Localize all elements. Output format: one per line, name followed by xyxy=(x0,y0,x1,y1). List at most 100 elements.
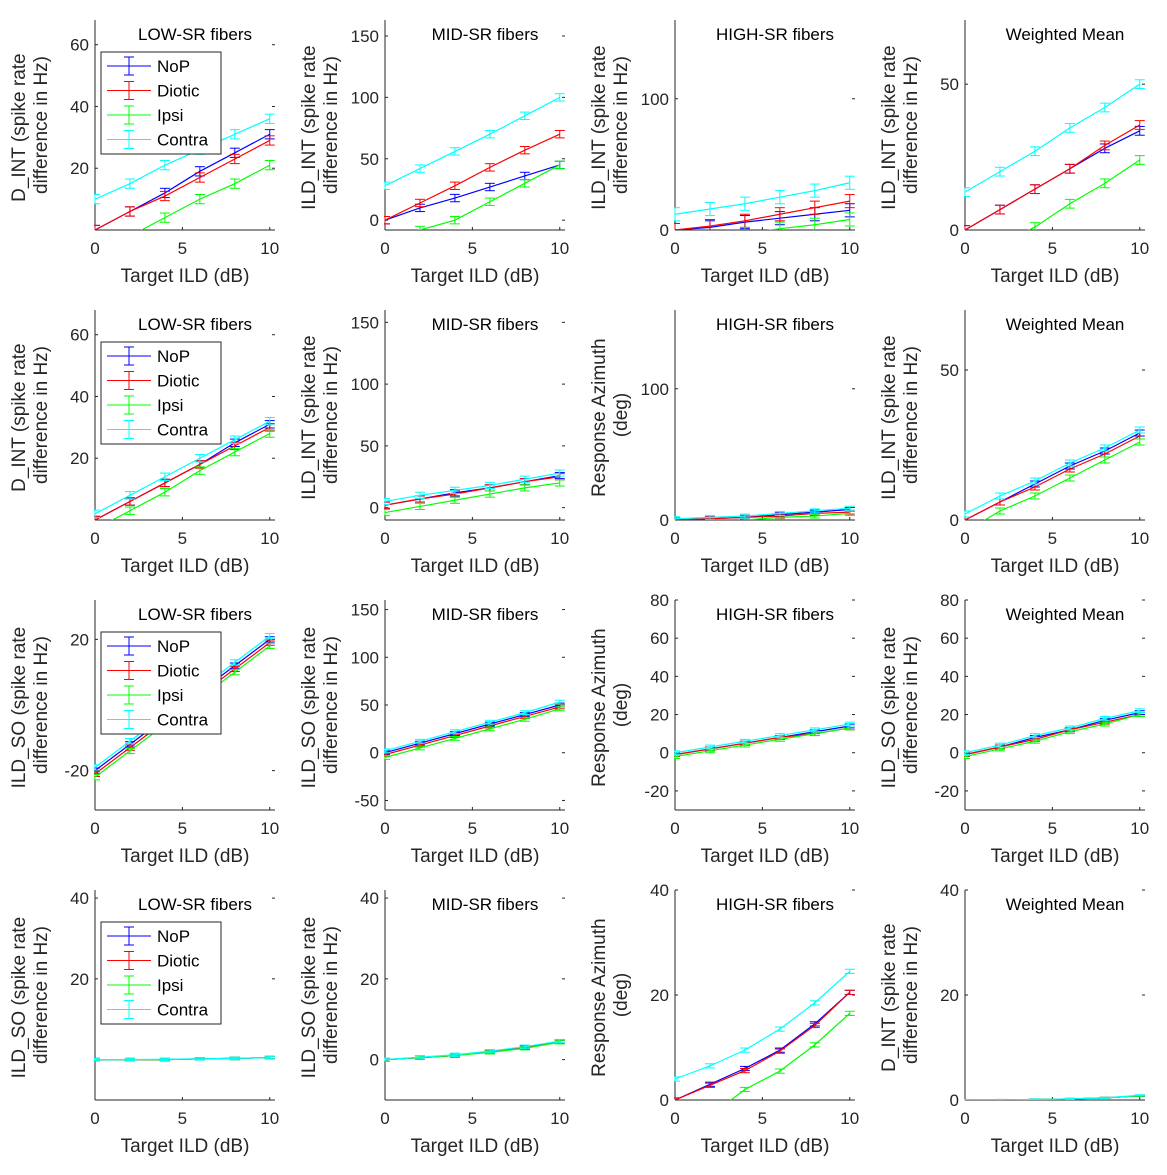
x-axis-label: Target ILD (dB) xyxy=(701,846,830,867)
error-bar-ipsi xyxy=(809,217,820,230)
y-axis-label-line: difference in Hz) xyxy=(31,346,52,484)
y-tick-label: 20 xyxy=(70,159,89,178)
y-tick-label: 100 xyxy=(351,648,379,667)
x-tick-label: 10 xyxy=(840,239,859,258)
legend-label: Ipsi xyxy=(157,686,183,705)
x-tick-label: 5 xyxy=(468,239,477,258)
error-bar-diotic xyxy=(994,204,1005,215)
y-tick-label: 40 xyxy=(70,387,89,406)
y-tick-label: 100 xyxy=(641,380,669,399)
series-group xyxy=(670,505,855,526)
error-bar-contra xyxy=(809,1000,820,1006)
error-bar-contra xyxy=(124,737,135,745)
series-line-diotic xyxy=(674,991,851,1100)
y-tick-label: 0 xyxy=(950,744,959,763)
legend-item-diotic: Diotic xyxy=(107,661,200,681)
subplot-3-2: ILD_SO (spike rate difference in Hz) 0 5 10… xyxy=(299,600,569,867)
error-bar-contra xyxy=(774,190,785,205)
y-tick-label: 40 xyxy=(940,667,959,686)
x-axis-label: Target ILD (dB) xyxy=(121,1136,250,1157)
x-tick-label: 5 xyxy=(178,819,187,838)
error-bar-ipsi xyxy=(670,522,680,526)
error-bar-contra xyxy=(449,729,460,735)
x-tick-label: 10 xyxy=(550,1109,569,1128)
legend-item-nop: NoP xyxy=(107,346,190,366)
error-bar-ipsi xyxy=(414,502,425,510)
error-bar-contra xyxy=(1099,102,1110,113)
series-line-nop xyxy=(384,1040,560,1061)
error-bar-diotic xyxy=(124,206,135,217)
y-tick-label: 150 xyxy=(351,313,379,332)
error-bar-ipsi xyxy=(809,1042,820,1048)
y-axis-label-line: difference in Hz) xyxy=(901,346,922,484)
error-bar-contra xyxy=(94,764,100,771)
error-bar-contra xyxy=(844,175,855,190)
y-axis-label-line: (deg) xyxy=(611,973,632,1017)
subplot-4-4: D_INT (spike rate difference in Hz) 0 5 10 0… xyxy=(879,881,1149,1157)
y-tick-label: 50 xyxy=(940,361,959,380)
y-axis-label-line: difference in Hz) xyxy=(901,56,922,194)
x-tick-label: 0 xyxy=(90,239,99,258)
y-axis-label-line: ILD_INT (spike rate xyxy=(299,330,320,500)
legend-item-nop: NoP xyxy=(107,636,190,656)
y-axis-label-line: ILD_SO (spike rate xyxy=(299,912,320,1079)
y-tick-label: 0 xyxy=(950,1091,959,1110)
legend-item-ipsi: Ipsi xyxy=(107,395,183,415)
error-bar-ipsi xyxy=(264,429,275,438)
error-bar-ipsi xyxy=(264,642,275,650)
y-tick-label: 0 xyxy=(950,221,959,240)
legend-label: Contra xyxy=(157,711,209,730)
error-bar-ipsi xyxy=(94,774,100,781)
legend: NoP Diotic Ipsi Contra xyxy=(100,341,222,445)
y-tick-label: 40 xyxy=(650,881,669,900)
x-tick-label: 10 xyxy=(550,529,569,548)
error-bar-ipsi xyxy=(1029,222,1040,230)
legend-item-contra: Contra xyxy=(107,130,209,150)
x-tick-label: 0 xyxy=(90,1109,99,1128)
x-tick-label: 0 xyxy=(670,819,679,838)
series-line-diotic xyxy=(94,426,271,520)
legend-label: NoP xyxy=(157,347,190,366)
error-bar-contra xyxy=(484,719,495,725)
x-tick-label: 10 xyxy=(840,819,859,838)
error-bar-ipsi xyxy=(384,509,390,517)
y-tick-label: 50 xyxy=(360,696,379,715)
error-bar-ipsi xyxy=(705,231,715,244)
subplot-4-2: ILD_SO (spike rate difference in Hz) 0 5 10… xyxy=(299,889,569,1157)
series-line-diotic xyxy=(384,476,560,506)
y-axis-label: Response Azimuth (deg) xyxy=(589,623,632,787)
x-tick-label: 0 xyxy=(90,529,99,548)
x-tick-label: 5 xyxy=(1048,239,1057,258)
error-bar-ipsi xyxy=(554,706,565,712)
error-bar-ipsi xyxy=(414,225,425,230)
series-line-contra xyxy=(384,96,561,187)
y-tick-label: 80 xyxy=(940,591,959,610)
subplot-title: HIGH-SR fibers xyxy=(716,315,834,334)
subplot-4-1: ILD_SO (spike rate difference in Hz) 0 5 10… xyxy=(9,889,279,1157)
y-axis-label: ILD_SO (spike rate difference in Hz) xyxy=(299,912,342,1079)
x-axis-label: Target ILD (dB) xyxy=(411,846,540,867)
error-bar-contra xyxy=(229,435,240,444)
legend-item-contra: Contra xyxy=(107,420,209,440)
error-bar-ipsi xyxy=(484,726,495,732)
error-bar-contra xyxy=(414,491,425,499)
y-tick-label: 100 xyxy=(351,375,379,394)
y-axis-label: ILD_INT (spike rate difference in Hz) xyxy=(299,330,342,500)
y-axis-label: ILD_INT (spike rate difference in Hz) xyxy=(589,40,632,210)
legend-item-diotic: Diotic xyxy=(107,81,200,101)
error-bar-diotic xyxy=(94,224,100,230)
error-bar-contra xyxy=(994,166,1005,177)
subplot-4-3: Response Azimuth (deg) 0 5 10 0 20 40 HIGH-SR f… xyxy=(589,881,859,1157)
subplot-title: MID-SR fibers xyxy=(432,605,539,624)
x-axis-label: Target ILD (dB) xyxy=(411,266,540,287)
y-axis-label: D_INT (spike rate difference in Hz) xyxy=(9,338,52,492)
series-line-ipsi xyxy=(767,218,850,230)
series-line-diotic xyxy=(674,511,850,520)
series-line-contra xyxy=(964,710,1140,754)
error-bar-ipsi xyxy=(1099,178,1110,189)
error-bar-contra xyxy=(674,516,680,520)
error-bar-ipsi xyxy=(844,212,855,227)
series-line-diotic xyxy=(94,139,271,230)
y-tick-label: -20 xyxy=(64,762,89,781)
